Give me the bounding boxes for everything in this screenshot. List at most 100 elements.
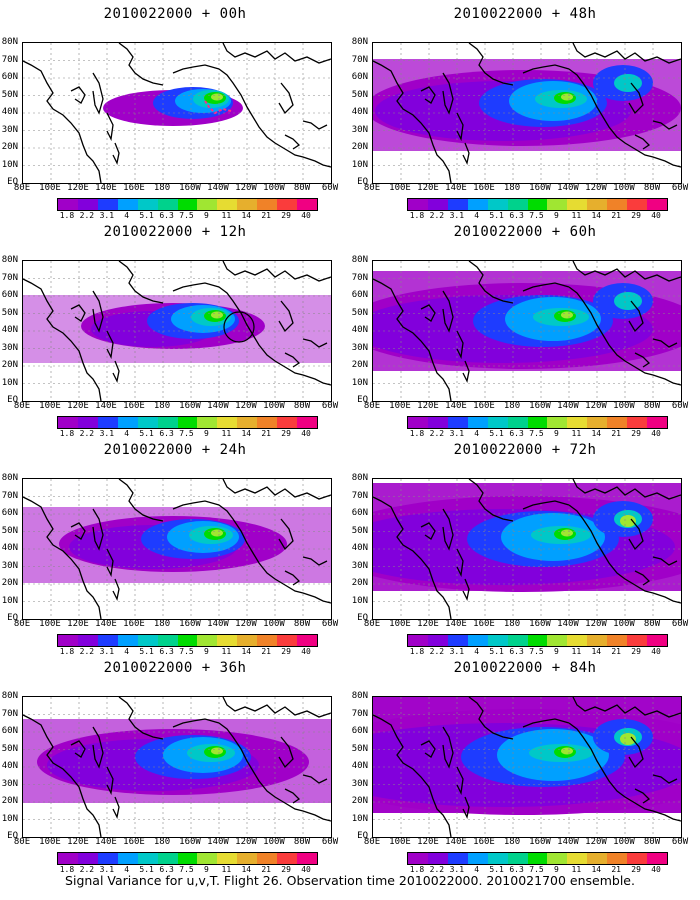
colorbar-label: 2.2 <box>429 429 445 438</box>
colorbar <box>407 416 668 429</box>
colorbar-swatch <box>97 199 118 210</box>
colorbar-swatch <box>487 199 508 210</box>
longitude-label: 180 <box>153 401 171 411</box>
latitude-label: 30N <box>351 560 368 571</box>
colorbar-swatch <box>487 635 508 646</box>
contour-region <box>561 311 573 319</box>
colorbar-label: 4 <box>124 211 130 220</box>
colorbar-swatch <box>587 199 608 210</box>
coastline <box>568 286 681 386</box>
longitude-label: 80W <box>293 401 311 411</box>
coastline <box>628 518 644 551</box>
latitude-label: 10N <box>351 377 368 388</box>
longitude-label: 60W <box>671 619 689 629</box>
colorbar-label: 7.5 <box>179 429 194 438</box>
colorbar-swatch <box>97 853 118 864</box>
latitude-label: 70N <box>351 490 368 501</box>
colorbar-label: 4 <box>474 647 480 656</box>
colorbar-label: 7.5 <box>179 647 194 656</box>
colorbar-swatch <box>137 199 158 210</box>
latitude-label: 20N <box>351 578 368 588</box>
colorbar-label: 3.1 <box>99 429 115 438</box>
coastline <box>468 261 514 304</box>
coastline <box>572 697 681 718</box>
map-plot <box>22 42 332 184</box>
colorbar-swatch <box>627 199 648 210</box>
latitude-label: 80N <box>1 255 18 265</box>
colorbar-label: 29 <box>281 211 291 220</box>
longitude-label: 100W <box>263 619 285 629</box>
colorbar-swatch <box>117 199 138 210</box>
colorbar-swatch <box>58 853 78 864</box>
colorbar-label: 21 <box>611 211 621 220</box>
colorbar-label: 5.1 <box>139 429 154 438</box>
longitude-label: 160E <box>123 619 145 629</box>
longitude-label: 160E <box>473 183 495 193</box>
latitude-label: 50N <box>351 525 368 536</box>
colorbar-label: 14 <box>591 647 602 656</box>
contour-region <box>614 74 642 92</box>
coastline <box>302 556 328 566</box>
colorbar-label: 29 <box>631 429 641 438</box>
colorbar-swatch <box>257 417 278 428</box>
latitude-label: 10N <box>1 813 18 824</box>
colorbar-label: 4 <box>474 429 480 438</box>
coastline <box>652 556 678 566</box>
coastline <box>172 282 220 292</box>
coastline <box>112 360 120 383</box>
latitude-label: 20N <box>1 796 18 806</box>
coastline <box>106 112 114 142</box>
longitude-label: 160E <box>473 401 495 411</box>
longitude-label: 120W <box>585 619 607 629</box>
latitude-label: 80N <box>1 691 18 701</box>
colorbar <box>57 634 318 647</box>
colorbar-swatch <box>447 635 468 646</box>
colorbar-label: 11 <box>571 429 582 438</box>
coastline <box>568 722 681 822</box>
longitude-label: 160W <box>529 837 551 847</box>
colorbar-label: 3.1 <box>449 647 465 656</box>
colorbar-swatch <box>117 853 138 864</box>
colorbar-swatch <box>547 853 568 864</box>
latitude-label: 80N <box>351 37 368 47</box>
coastline <box>23 496 102 619</box>
longitude-label: 100W <box>263 837 285 847</box>
coastline <box>572 479 681 500</box>
coastline <box>284 352 301 368</box>
colorbar-label: 7.5 <box>179 865 194 874</box>
coastline <box>218 68 331 168</box>
colorbar <box>57 416 318 429</box>
colorbar-label: 5.1 <box>139 647 154 656</box>
colorbar-label: 14 <box>591 429 602 438</box>
coastline <box>222 43 331 64</box>
colorbar-swatch <box>647 199 667 210</box>
colorbar-swatch <box>197 199 218 210</box>
longitude-label: 140E <box>445 183 467 193</box>
latitude-label: 80N <box>351 691 368 701</box>
colorbar-swatch <box>467 417 488 428</box>
colorbar-label: 6.3 <box>159 211 174 220</box>
colorbar-label: 9 <box>554 211 559 220</box>
colorbar-swatch <box>237 199 258 210</box>
colorbar-label: 4 <box>474 865 480 874</box>
colorbar-label: 3.1 <box>99 211 115 220</box>
coastline <box>218 722 331 822</box>
longitude-label: 60W <box>321 619 339 629</box>
longitude-label: 160E <box>123 183 145 193</box>
colorbar-swatch <box>487 853 508 864</box>
longitude-label: 100E <box>389 619 411 629</box>
colorbar-label: 2.2 <box>429 865 445 874</box>
colorbar-label: 9 <box>204 429 209 438</box>
colorbar-swatch <box>447 853 468 864</box>
longitude-label: 80E <box>363 619 381 629</box>
coastline <box>468 43 514 86</box>
longitude-label: 160E <box>123 401 145 411</box>
latitude-label: 30N <box>1 778 18 789</box>
coastline <box>462 578 470 601</box>
coastline <box>278 518 294 551</box>
coastline <box>278 82 294 115</box>
latitude-label: 70N <box>1 54 18 65</box>
figure-caption: Signal Variance for u,v,T. Flight 26. Ob… <box>65 873 635 888</box>
coastline <box>112 142 120 165</box>
coastline <box>118 697 164 740</box>
